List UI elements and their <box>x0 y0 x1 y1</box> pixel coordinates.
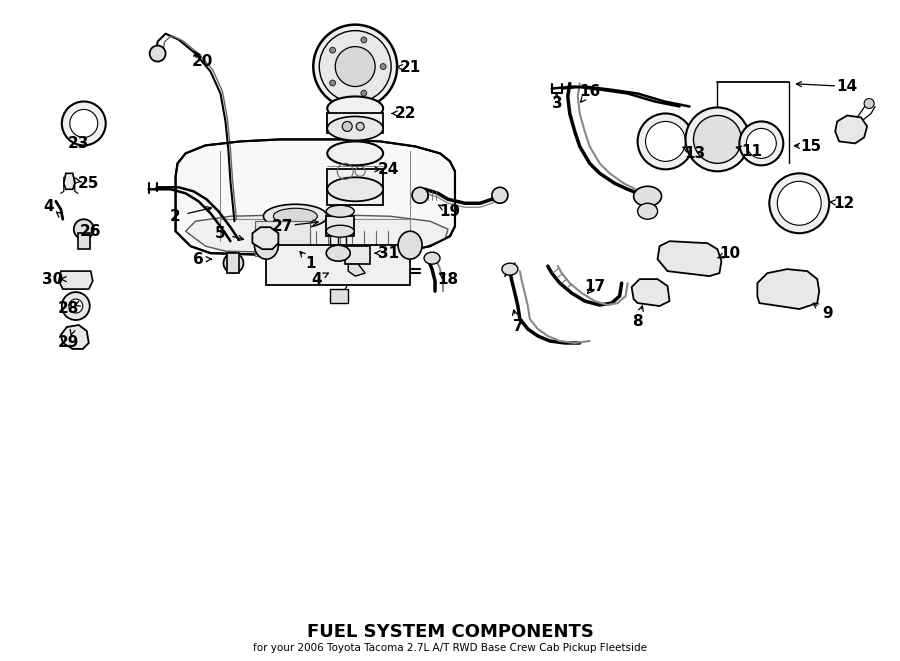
Ellipse shape <box>320 30 392 102</box>
Ellipse shape <box>223 253 243 273</box>
Text: 17: 17 <box>584 278 606 293</box>
Ellipse shape <box>746 128 777 159</box>
Text: FUEL SYSTEM COMPONENTS: FUEL SYSTEM COMPONENTS <box>307 623 593 641</box>
Text: 30: 30 <box>42 272 64 287</box>
Polygon shape <box>348 264 365 276</box>
Ellipse shape <box>778 181 821 225</box>
Bar <box>346 246 370 264</box>
Ellipse shape <box>328 177 383 201</box>
Bar <box>77 233 90 249</box>
Text: 9: 9 <box>822 305 832 321</box>
Ellipse shape <box>62 102 105 145</box>
Ellipse shape <box>694 116 742 163</box>
Text: 14: 14 <box>837 79 858 94</box>
Text: 28: 28 <box>58 301 79 315</box>
Text: 31: 31 <box>378 246 399 260</box>
Ellipse shape <box>361 37 367 43</box>
Text: 24: 24 <box>377 162 399 177</box>
Ellipse shape <box>255 231 278 259</box>
Bar <box>330 289 348 303</box>
Polygon shape <box>758 269 819 309</box>
Bar <box>328 114 383 134</box>
Ellipse shape <box>70 110 98 137</box>
Ellipse shape <box>68 299 83 313</box>
Text: 15: 15 <box>801 139 822 154</box>
Ellipse shape <box>327 206 355 217</box>
Polygon shape <box>61 325 89 349</box>
Bar <box>256 221 310 256</box>
Text: 11: 11 <box>741 144 762 159</box>
Ellipse shape <box>313 24 397 108</box>
Ellipse shape <box>327 225 355 237</box>
Polygon shape <box>64 173 75 189</box>
Ellipse shape <box>686 108 750 171</box>
Ellipse shape <box>361 90 367 96</box>
Text: 4: 4 <box>43 199 54 214</box>
Text: 13: 13 <box>684 146 705 161</box>
Ellipse shape <box>329 80 336 86</box>
Ellipse shape <box>645 122 686 161</box>
Text: 3: 3 <box>553 96 563 111</box>
Text: 2: 2 <box>170 209 181 223</box>
Text: 21: 21 <box>400 60 420 75</box>
Ellipse shape <box>740 122 783 165</box>
Text: 27: 27 <box>272 219 293 234</box>
Ellipse shape <box>62 292 90 320</box>
Ellipse shape <box>356 122 365 130</box>
Text: 5: 5 <box>215 225 226 241</box>
Text: 10: 10 <box>719 246 740 260</box>
Ellipse shape <box>637 204 658 219</box>
Ellipse shape <box>637 114 694 169</box>
Ellipse shape <box>264 204 328 228</box>
Polygon shape <box>185 214 448 254</box>
Ellipse shape <box>327 245 350 261</box>
Polygon shape <box>632 279 670 306</box>
Ellipse shape <box>502 263 518 275</box>
Polygon shape <box>658 241 722 276</box>
Ellipse shape <box>328 116 383 140</box>
Text: 8: 8 <box>633 313 643 329</box>
Ellipse shape <box>424 252 440 264</box>
Bar <box>327 216 355 236</box>
Ellipse shape <box>274 208 318 224</box>
Bar <box>328 169 383 206</box>
Ellipse shape <box>342 122 352 132</box>
Polygon shape <box>252 227 278 249</box>
Text: 12: 12 <box>833 196 855 211</box>
Ellipse shape <box>864 98 874 108</box>
Text: 20: 20 <box>192 54 213 69</box>
Ellipse shape <box>328 141 383 165</box>
Ellipse shape <box>398 231 422 259</box>
Text: 6: 6 <box>194 252 204 266</box>
Ellipse shape <box>149 46 166 61</box>
Ellipse shape <box>328 97 383 120</box>
Text: 19: 19 <box>439 204 461 219</box>
Ellipse shape <box>74 219 94 239</box>
Ellipse shape <box>380 63 386 69</box>
Polygon shape <box>176 139 455 258</box>
Bar <box>266 245 410 285</box>
Text: for your 2006 Toyota Tacoma 2.7L A/T RWD Base Crew Cab Pickup Fleetside: for your 2006 Toyota Tacoma 2.7L A/T RWD… <box>253 643 647 653</box>
Polygon shape <box>58 271 93 289</box>
Polygon shape <box>835 116 867 143</box>
Text: 1: 1 <box>305 256 316 270</box>
Text: 16: 16 <box>579 84 600 99</box>
Bar <box>228 253 239 273</box>
Ellipse shape <box>335 46 375 87</box>
Text: 29: 29 <box>58 336 79 350</box>
Text: 26: 26 <box>80 223 102 239</box>
Text: 7: 7 <box>512 319 523 334</box>
Text: 23: 23 <box>68 136 89 151</box>
Ellipse shape <box>634 186 661 206</box>
Text: 22: 22 <box>394 106 416 121</box>
Ellipse shape <box>329 47 336 53</box>
Ellipse shape <box>492 187 508 204</box>
Ellipse shape <box>412 187 428 204</box>
Text: 18: 18 <box>437 272 459 287</box>
Text: 25: 25 <box>78 176 99 191</box>
Text: 4: 4 <box>311 272 321 287</box>
Ellipse shape <box>770 173 829 233</box>
